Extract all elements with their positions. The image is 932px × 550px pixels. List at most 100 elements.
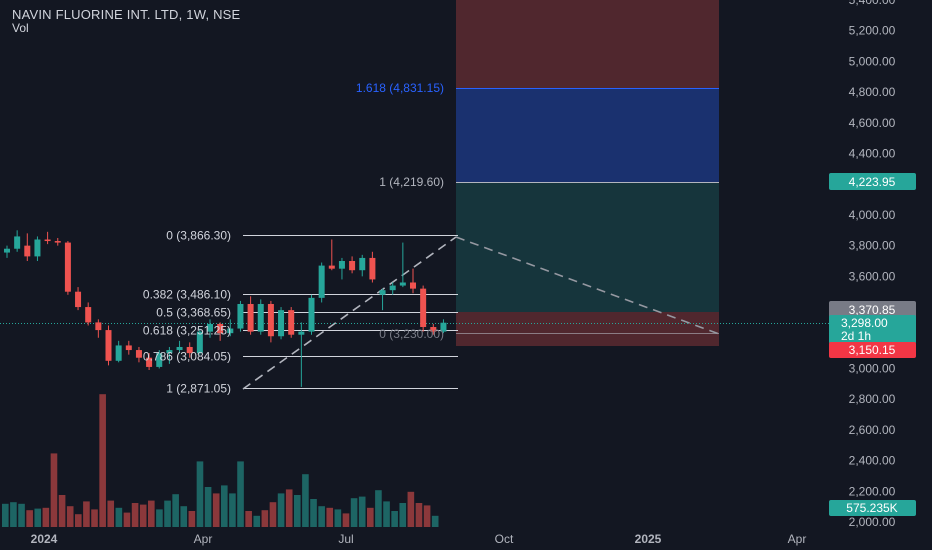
volume-bar — [423, 505, 431, 527]
volume-bar — [269, 502, 277, 527]
volume-bar — [164, 500, 171, 527]
volume-bar — [415, 503, 423, 527]
volume-bar — [91, 509, 98, 527]
volume-indicator-label: Vol — [12, 21, 29, 35]
volume-bar — [156, 509, 163, 527]
candle-body — [278, 310, 285, 337]
candle-body — [318, 265, 325, 298]
badge-target-zone — [829, 301, 916, 318]
volume-bar — [131, 503, 139, 527]
volume-bar — [237, 461, 244, 527]
volume-bar — [375, 490, 382, 527]
volume-bar — [310, 499, 317, 527]
candle-body — [85, 307, 92, 323]
volume-bar — [188, 511, 196, 527]
price-tick-label: 3,600.00 — [849, 269, 896, 283]
volume-bar — [294, 495, 301, 527]
time-label-apr-2025: Apr — [788, 532, 807, 546]
badge-last-price-text: 3,298.00 — [841, 316, 888, 330]
candle-body — [237, 303, 244, 329]
candle-body — [389, 285, 396, 291]
price-tick-label: 5,000.00 — [849, 54, 896, 68]
price-tick-label: 3,800.00 — [849, 239, 896, 253]
volume-bar — [66, 506, 74, 527]
fib-level-label: 0.786 (3,084.05) — [143, 350, 231, 364]
badge-volume — [829, 500, 916, 516]
candle-body — [146, 357, 153, 367]
candle-body — [288, 310, 295, 335]
volume-bar — [358, 496, 366, 527]
time-axis[interactable]: 2024 Apr Jul Oct 2025 Apr — [31, 532, 807, 546]
volume-bar — [350, 498, 358, 527]
volume-bar — [383, 501, 390, 527]
candle-body — [267, 303, 274, 337]
candle-body — [95, 322, 102, 331]
volume-bar — [107, 500, 115, 527]
volume-bar — [221, 485, 228, 527]
price-tick-label: 4,600.00 — [849, 116, 896, 130]
fib-labels: 0 (3,866.30) 0.382 (3,486.10) 0.5 (3,368.6… — [143, 229, 231, 396]
candle-body — [54, 241, 61, 243]
fib-level-label: 0 (3,866.30) — [166, 229, 231, 243]
badge-volume-text: 575.235K — [846, 501, 897, 515]
candle-body — [4, 248, 10, 253]
candle-body — [430, 327, 437, 332]
price-tick-label: 2,000.00 — [849, 515, 896, 529]
candle-body — [14, 236, 21, 249]
volume-bar — [367, 507, 374, 527]
volume-bar — [277, 493, 285, 527]
candle-body — [369, 257, 376, 280]
price-tick-label: 5,400.00 — [849, 0, 896, 7]
price-tick-label: 2,800.00 — [849, 392, 896, 406]
volume-bar — [334, 509, 342, 527]
volume-bar — [34, 508, 42, 527]
candle-body — [410, 282, 416, 289]
badge-stop-text: 3,150.15 — [849, 343, 896, 357]
volume-bar — [58, 495, 66, 527]
projection-line — [455, 236, 720, 335]
candle-body — [420, 288, 427, 328]
candle-body — [227, 328, 234, 334]
volume-bar — [431, 515, 439, 527]
volume-bar — [407, 491, 415, 527]
volume-bar — [253, 515, 261, 527]
volume-bar — [123, 512, 131, 527]
candle-body — [135, 350, 142, 358]
fib-level-label: 0.5 (3,368.65) — [156, 306, 231, 320]
volume-bar — [18, 503, 25, 527]
volume-bar — [42, 507, 50, 527]
volume-bar — [245, 511, 252, 527]
candle-body — [64, 242, 71, 292]
time-label-jul: Jul — [338, 532, 353, 546]
fib-level-label: 0.382 (3,486.10) — [143, 288, 231, 302]
volume-bar — [10, 502, 17, 527]
volume-bar — [391, 511, 398, 527]
candle-body — [308, 297, 315, 332]
volume-bar — [326, 507, 334, 527]
time-label-2025: 2025 — [635, 532, 662, 546]
candle-body — [115, 345, 122, 361]
candle-body — [44, 239, 51, 242]
price-tick-label: 2,400.00 — [849, 454, 896, 468]
volume-bars — [2, 394, 439, 527]
volume-bar — [212, 493, 220, 527]
volume-bar — [83, 501, 90, 527]
trend-line — [242, 236, 457, 390]
volume-bar — [75, 514, 82, 527]
price-tick-label: 4,800.00 — [849, 85, 896, 99]
badge-countdown-text: 2d 1h — [841, 329, 871, 343]
extension-zone-bottom — [456, 312, 719, 346]
badge-target-zone-text: 3,370.85 — [849, 303, 896, 317]
volume-bar — [229, 493, 236, 527]
volume-bar — [196, 461, 204, 527]
volume-bar — [180, 506, 188, 527]
price-axis[interactable]: 5,400.00 5,200.00 5,000.00 4,800.00 4,600.00… — [849, 0, 896, 529]
price-tick-label: 2,600.00 — [849, 423, 896, 437]
time-label-oct: Oct — [495, 532, 514, 546]
badge-projection-top-text: 4,223.95 — [849, 175, 896, 189]
volume-bar — [115, 507, 123, 527]
candle-body — [217, 323, 224, 334]
volume-bar — [50, 453, 58, 527]
ext-label-1618: 1.618 (4,831.15) — [356, 81, 444, 95]
